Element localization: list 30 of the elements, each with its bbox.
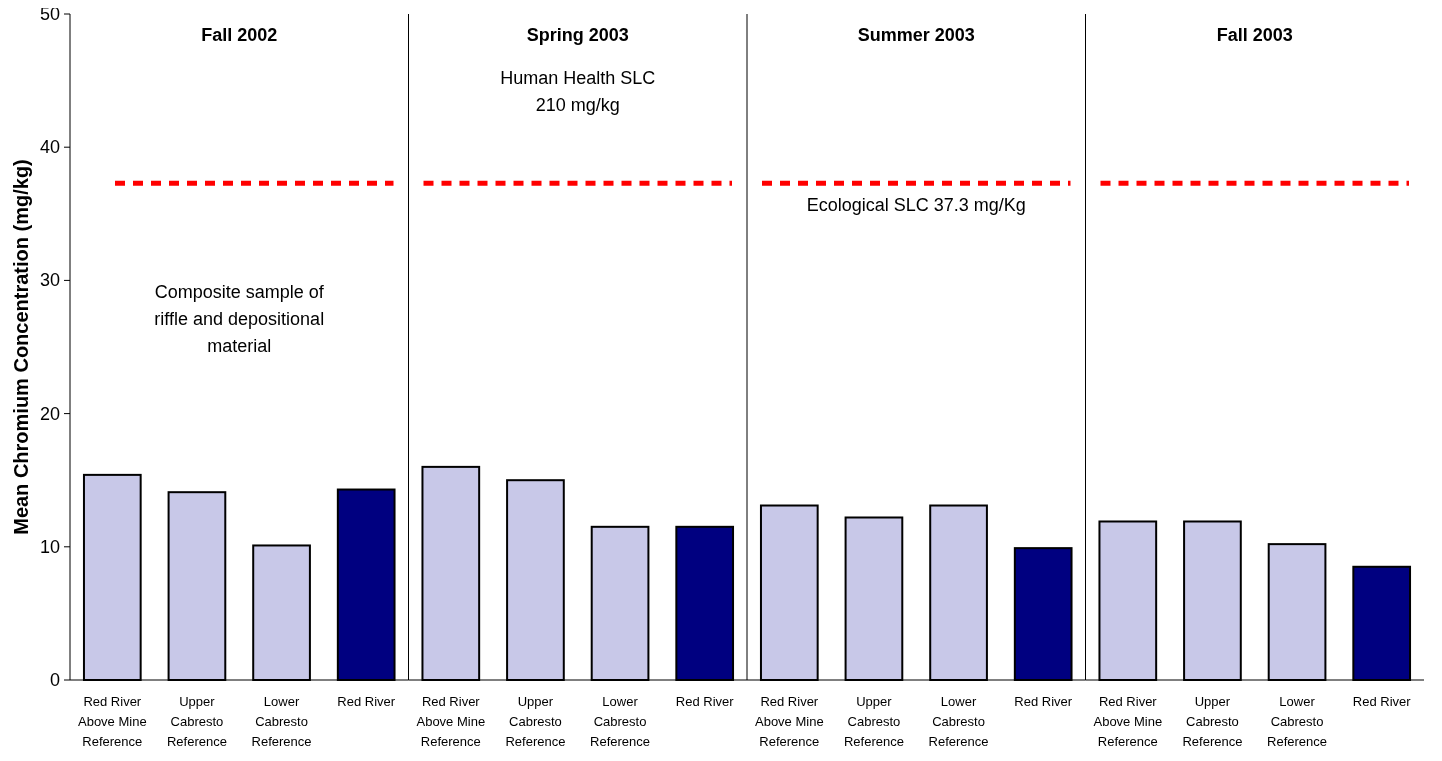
x-tick-label: Lower Cabresto Reference xyxy=(1267,694,1328,749)
x-tick-label: Lower Cabresto Reference xyxy=(251,694,312,749)
x-tick-label: Red River Above Mine Reference xyxy=(1093,694,1163,749)
x-tick-label: Red River Above Mine Reference xyxy=(416,694,486,749)
ref-line-label: Ecological SLC 37.3 mg/Kg xyxy=(806,195,1026,216)
y-tick-label: 40 xyxy=(39,137,60,158)
x-tick-label: Upper Cabresto Reference xyxy=(505,694,566,749)
x-tick-label: Upper Cabresto Reference xyxy=(843,694,904,749)
x-tick-label: Red River xyxy=(675,694,735,709)
text: Spring 2003 xyxy=(526,25,629,45)
annotation: Composite sample of riffle and depositional material xyxy=(154,282,325,357)
y-tick-label: 0 xyxy=(49,670,60,690)
y-tick-label: 50 xyxy=(39,4,60,24)
x-tick-label: Red River xyxy=(1014,694,1073,709)
text: Summer 2003 xyxy=(857,25,975,45)
y-tick-label: 20 xyxy=(39,403,60,424)
x-tick-label: Upper Cabresto Reference xyxy=(1182,694,1243,749)
x-tick-label: Red River xyxy=(1352,694,1412,709)
x-tick-label: Red River xyxy=(337,694,396,709)
x-tick-label: Lower Cabresto Reference xyxy=(590,694,651,749)
text: Fall 2002 xyxy=(201,25,278,45)
x-tick-label: Upper Cabresto Reference xyxy=(166,694,227,749)
y-tick-label: 10 xyxy=(39,536,60,557)
x-tick-label: Lower Cabresto Reference xyxy=(928,694,989,749)
x-tick-label: Red River Above Mine Reference xyxy=(754,694,824,749)
y-axis-title: Mean Chromium Concentration (mg/kg) xyxy=(10,159,32,535)
annotation: Human Health SLC 210 mg/kg xyxy=(500,68,656,115)
x-tick-label: Red River Above Mine Reference xyxy=(77,694,147,749)
y-tick-label: 30 xyxy=(39,270,60,291)
text: Fall 2003 xyxy=(1216,25,1293,45)
